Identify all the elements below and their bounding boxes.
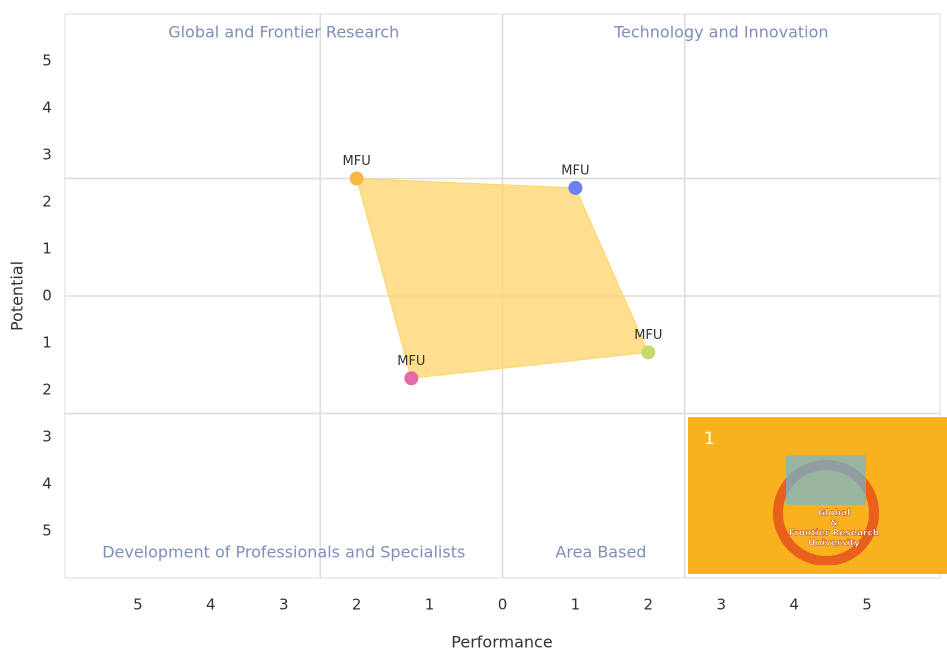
logo-text: Global (818, 509, 850, 519)
x-tick-label: 3 (279, 596, 289, 614)
y-tick-label: 2 (42, 381, 52, 399)
point (404, 371, 418, 385)
point-label: MFU (397, 354, 425, 369)
point-label: MFU (343, 154, 371, 169)
y-tick-label: 3 (42, 146, 52, 164)
x-tick-label: 2 (644, 596, 654, 614)
y-tick-label: 5 (42, 52, 52, 70)
y-axis-title: Potential (8, 261, 27, 331)
x-tick-label: 5 (862, 596, 872, 614)
logo-text: & (830, 519, 838, 529)
x-tick-label: 0 (498, 596, 508, 614)
x-tick-label: 4 (789, 596, 799, 614)
quadrant-label: Development of Professionals and Special… (102, 543, 465, 562)
y-tick-label: 1 (42, 334, 52, 352)
y-tick-label: 4 (42, 475, 52, 493)
y-tick-label: 2 (42, 193, 52, 211)
x-tick-label: 4 (206, 596, 216, 614)
x-tick-label: 5 (133, 596, 143, 614)
y-tick-label: 4 (42, 99, 52, 117)
y-tick-label: 3 (42, 428, 52, 446)
logo-text: University (808, 539, 860, 549)
y-tick-label: 0 (42, 287, 52, 305)
x-tick-label: 3 (716, 596, 726, 614)
point-label: MFU (634, 328, 662, 343)
quadrant-label: Global and Frontier Research (168, 23, 399, 42)
y-tick-label: 1 (42, 240, 52, 258)
x-axis-title: Performance (451, 633, 552, 652)
x-tick-label: 1 (425, 596, 435, 614)
point (350, 172, 364, 186)
y-tick-label: 5 (42, 522, 52, 540)
point (641, 345, 655, 359)
x-tick-label: 2 (352, 596, 362, 614)
slide-number: 1 (704, 429, 715, 449)
logo-art (786, 455, 866, 505)
quadrant-label: Area Based (555, 543, 646, 562)
logo-text: Frontier Research (789, 529, 879, 539)
point (568, 181, 582, 195)
point-label: MFU (561, 163, 589, 178)
polygon-area (357, 179, 649, 379)
page: Performance Potential 5 4 3 2 1 0 1 2 3 4 5 5 4 3 2 1 0 1… (0, 0, 947, 664)
quadrant-label: Technology and Innovation (613, 23, 829, 42)
x-tick-label: 1 (571, 596, 581, 614)
